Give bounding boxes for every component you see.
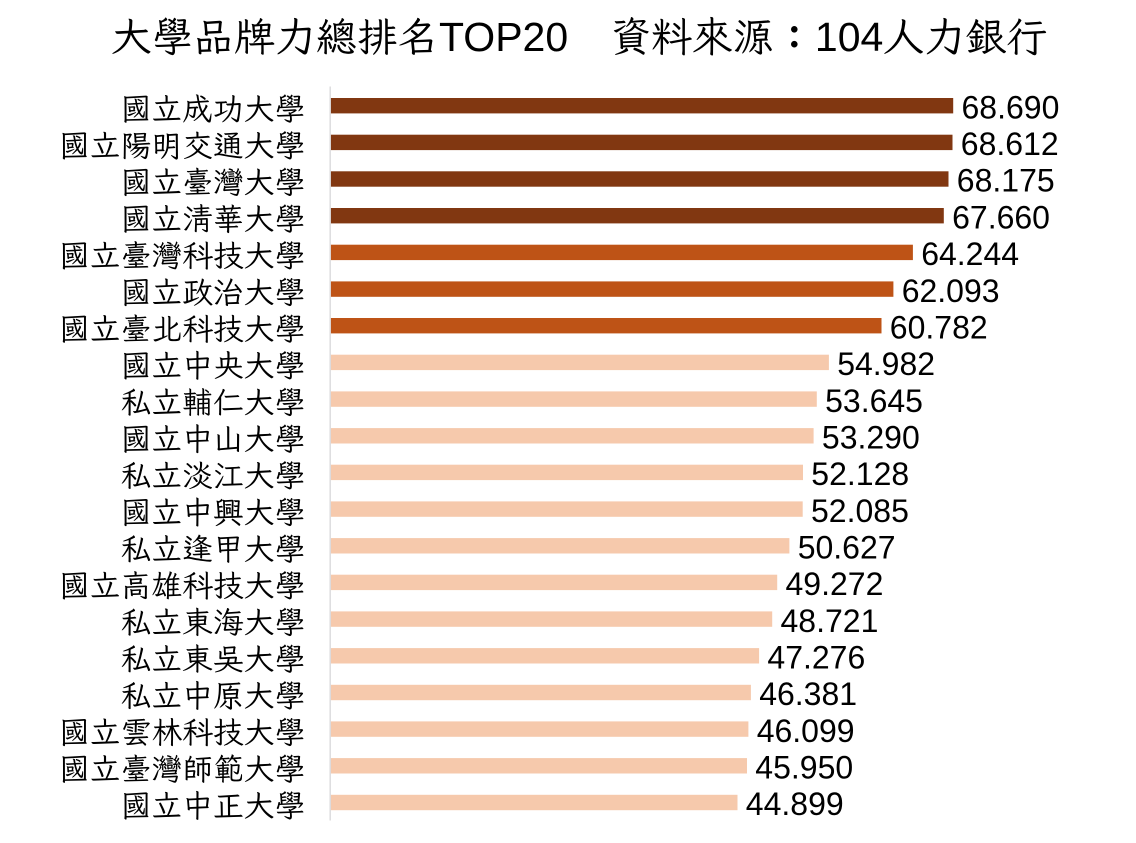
svg-text:68.690: 68.690: [962, 89, 1060, 125]
svg-text:53.290: 53.290: [822, 420, 920, 456]
svg-text:52.085: 52.085: [811, 493, 909, 529]
svg-text:67.660: 67.660: [952, 199, 1050, 235]
svg-text:45.950: 45.950: [755, 750, 853, 786]
svg-text:47.276: 47.276: [767, 640, 865, 676]
svg-text:68.175: 68.175: [957, 163, 1055, 199]
svg-text:64.244: 64.244: [921, 236, 1019, 272]
svg-text:46.099: 46.099: [757, 713, 855, 749]
svg-text:48.721: 48.721: [781, 603, 879, 639]
svg-text:53.645: 53.645: [825, 383, 923, 419]
svg-text:44.899: 44.899: [746, 786, 844, 822]
svg-text:62.093: 62.093: [902, 273, 1000, 309]
svg-text:104: 104: [815, 14, 883, 60]
svg-text:49.272: 49.272: [786, 566, 884, 602]
svg-text:52.128: 52.128: [811, 456, 909, 492]
svg-text:54.982: 54.982: [837, 346, 935, 382]
svg-text:60.782: 60.782: [890, 309, 988, 345]
svg-text:68.612: 68.612: [961, 126, 1059, 162]
svg-text:46.381: 46.381: [759, 676, 857, 712]
svg-text:TOP20: TOP20: [439, 14, 568, 60]
svg-text:50.627: 50.627: [798, 530, 896, 566]
